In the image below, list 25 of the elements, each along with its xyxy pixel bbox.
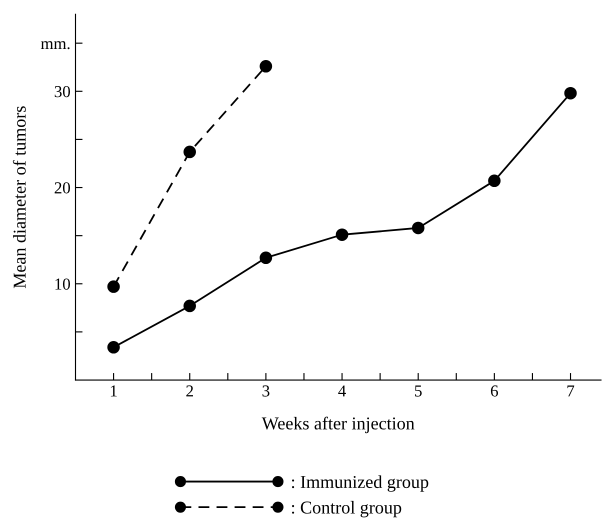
- legend-label: : Immunized group: [292, 475, 428, 492]
- x-tick-label: 4: [338, 385, 346, 396]
- x-axis-title: Weeks after injection: [262, 416, 414, 434]
- point: [260, 252, 272, 264]
- point: [412, 222, 424, 234]
- point: [107, 341, 120, 354]
- y-tick-label: 30: [54, 86, 70, 98]
- x-tick-label: 7: [567, 386, 574, 396]
- y-tick-label: 10: [55, 278, 70, 290]
- point: [488, 174, 501, 188]
- x-tick-label: 5: [415, 386, 422, 397]
- y-axis-title: Mean diameter of tumors: [12, 106, 26, 288]
- point: [183, 146, 196, 158]
- y-tick-label: 20: [54, 182, 70, 194]
- x-tick-label: 3: [262, 385, 270, 397]
- legend-label: : Control group: [292, 500, 402, 518]
- x-tick-label: 2: [186, 385, 193, 396]
- point: [183, 300, 196, 312]
- point: [336, 228, 348, 241]
- point: [260, 60, 272, 73]
- x-tick-label: 6: [490, 385, 498, 397]
- y-tick-label: mm.: [40, 41, 70, 50]
- point: [107, 280, 120, 293]
- x-tick-label: 1: [110, 385, 117, 396]
- point: [564, 86, 577, 100]
